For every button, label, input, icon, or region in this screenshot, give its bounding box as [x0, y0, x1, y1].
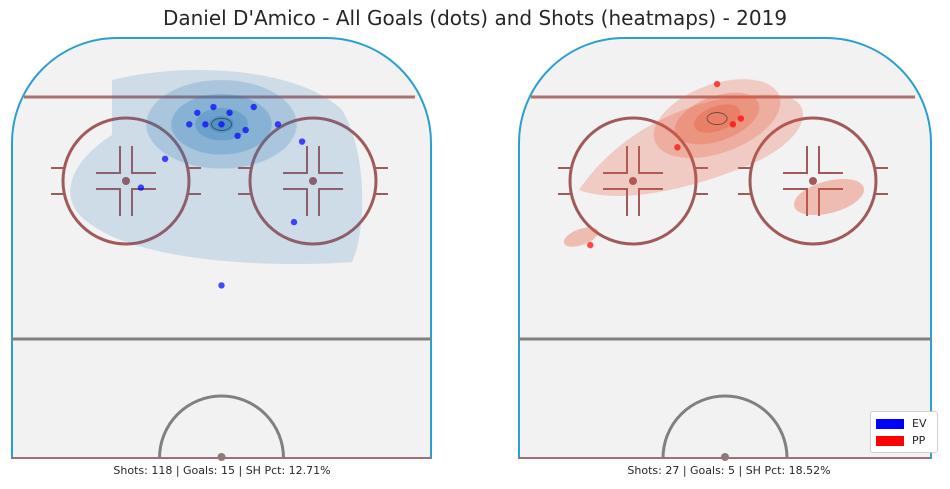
pp-faceoff-circle-left	[568, 116, 698, 246]
pp-faceoff-marking	[783, 146, 808, 174]
pp-center-circle	[661, 394, 789, 459]
ev-goal-dot-0	[226, 109, 233, 116]
pp-goal-dot-3	[674, 144, 681, 151]
pp-faceoff-marking	[638, 146, 663, 174]
pp-center-dot	[721, 453, 729, 461]
pp-rink-panel	[518, 37, 932, 461]
ev-faceoff-marking	[131, 188, 156, 216]
ev-center-dot	[217, 453, 226, 461]
pp-faceoff-marking	[783, 188, 808, 216]
pp-faceoff-marking	[638, 188, 663, 216]
ev-shot-density-contour-0	[70, 70, 363, 265]
ev-faceoff-circle-left	[61, 116, 191, 246]
ev-faceoff-marking	[96, 188, 121, 216]
pp-shot-density-secondary	[793, 178, 865, 216]
ev-goal-dot-7	[298, 138, 306, 145]
pp-rink-boards	[518, 37, 932, 459]
legend-label-pp: PP	[912, 434, 926, 447]
pp-faceoff-dot-right	[809, 177, 817, 185]
pp-faceoff-marking	[818, 188, 843, 216]
pp-shot-density-contour-0	[579, 94, 803, 196]
ev-center-circle	[158, 394, 285, 459]
pp-goal-dot-4	[587, 241, 594, 249]
pp-goal-dot-1	[737, 115, 745, 122]
pp-faceoff-marking	[603, 188, 628, 216]
ev-goal-dot-11	[290, 218, 298, 226]
ev-rink-panel	[11, 37, 432, 461]
pp-shot-density-tertiary	[563, 227, 599, 247]
chart-title: Daniel D'Amico - All Goals (dots) and Sh…	[162, 6, 788, 30]
legend-label-ev: EV	[912, 417, 927, 430]
legend-swatch-ev	[876, 418, 904, 429]
ev-goal-dot-2	[210, 103, 217, 111]
ev-goal-dot-12	[218, 282, 225, 289]
legend-swatch-pp	[876, 435, 904, 446]
ev-faceoff-dot-left	[122, 177, 130, 185]
ev-faceoff-marking	[283, 146, 308, 174]
ev-goal-dot-1	[218, 121, 225, 128]
ev-goal-dot-3	[194, 109, 201, 116]
ev-goal-dot-13	[202, 121, 209, 128]
ev-goal-dot-4	[186, 121, 193, 128]
ev-faceoff-dot-right	[309, 177, 317, 185]
ev-faceoff-marking	[283, 188, 308, 216]
legend-item-ev: EV	[876, 417, 926, 430]
ev-goal-dot-10	[161, 155, 169, 163]
legend-item-pp: PP	[876, 434, 925, 447]
ev-goal-dot-8	[274, 121, 282, 128]
ev-faceoff-marking	[96, 146, 121, 174]
ev-goal-dot-6	[234, 132, 241, 140]
ev-faceoff-marking	[318, 146, 343, 174]
ev-faceoff-circle-right	[248, 116, 378, 246]
pp-faceoff-marking	[603, 146, 628, 174]
ev-shots-caption: Shots: 118 | Goals: 15 | SH Pct: 12.71%	[113, 464, 331, 477]
ev-shot-density-core	[211, 117, 232, 131]
pp-goal-dot-2	[729, 121, 737, 128]
ev-goal-dot-9	[137, 184, 145, 191]
pp-faceoff-marking	[818, 146, 843, 174]
ev-rink-boards	[11, 37, 432, 459]
pp-faceoff-dot-left	[629, 177, 637, 185]
pp-shot-density-contour-1	[653, 78, 781, 159]
pp-shots-caption: Shots: 27 | Goals: 5 | SH Pct: 18.52%	[627, 464, 831, 477]
ev-faceoff-marking	[131, 146, 156, 174]
pp-shot-density-core	[706, 112, 728, 125]
legend: EV PP	[870, 411, 938, 453]
ev-goal-dot-14	[242, 126, 249, 134]
pp-shot-density-contour-2	[674, 92, 760, 145]
pp-goal-dot-0	[713, 80, 721, 88]
ev-goal-dot-5	[250, 103, 257, 111]
pp-shot-density-contour-3	[693, 104, 741, 133]
pp-faceoff-circle-right	[748, 116, 878, 246]
ev-faceoff-marking	[318, 188, 343, 216]
